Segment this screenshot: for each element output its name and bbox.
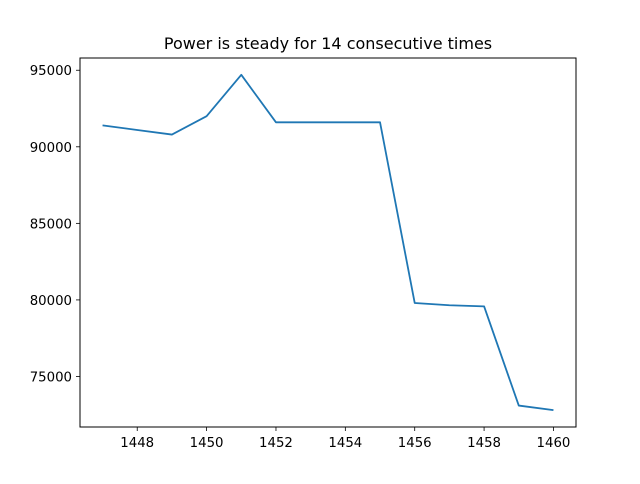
y-tick-label: 80000 xyxy=(30,294,72,309)
x-tick-label: 1458 xyxy=(467,436,501,451)
x-tick-label: 1450 xyxy=(190,436,224,451)
x-tick-label: 1454 xyxy=(328,436,362,451)
x-tick-label: 1448 xyxy=(120,436,154,451)
chart-title: Power is steady for 14 consecutive times xyxy=(164,34,492,53)
x-tick-label: 1456 xyxy=(398,436,432,451)
series-line-0 xyxy=(102,73,554,412)
y-tick-label: 90000 xyxy=(30,141,72,156)
x-tick-label: 1452 xyxy=(259,436,293,451)
y-tick-label: 85000 xyxy=(30,217,72,232)
y-tick-label: 95000 xyxy=(30,64,72,79)
y-tick-label: 75000 xyxy=(30,370,72,385)
axes-frame xyxy=(79,57,577,428)
axis-ticks: 1448 1450 1452 1454 1456 1458 1460 75000 80000 85… xyxy=(30,64,571,451)
x-tick-label: 1460 xyxy=(537,436,571,451)
plot-area xyxy=(102,73,554,412)
